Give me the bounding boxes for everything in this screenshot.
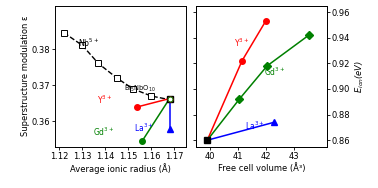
Text: La$^{3+}$: La$^{3+}$ (245, 120, 264, 132)
X-axis label: Average ionic radius (Å): Average ionic radius (Å) (70, 163, 171, 174)
Text: Y$^{3+}$: Y$^{3+}$ (234, 36, 249, 49)
Text: Y$^{3+}$: Y$^{3+}$ (97, 94, 112, 106)
Text: Nb$^{5+}$: Nb$^{5+}$ (78, 37, 99, 49)
Y-axis label: E$_{ion}$(eV): E$_{ion}$(eV) (353, 60, 366, 93)
Text: Gd$^{3+}$: Gd$^{3+}$ (93, 125, 115, 138)
Text: La$^{3+}$: La$^{3+}$ (134, 122, 153, 134)
X-axis label: Free cell volume (Å³): Free cell volume (Å³) (218, 163, 305, 173)
Text: Gd$^{3+}$: Gd$^{3+}$ (264, 66, 285, 78)
Text: Bi$_5$NbO$_{10}$: Bi$_5$NbO$_{10}$ (124, 84, 156, 94)
Y-axis label: Superstructure modulation ε: Superstructure modulation ε (21, 16, 30, 136)
